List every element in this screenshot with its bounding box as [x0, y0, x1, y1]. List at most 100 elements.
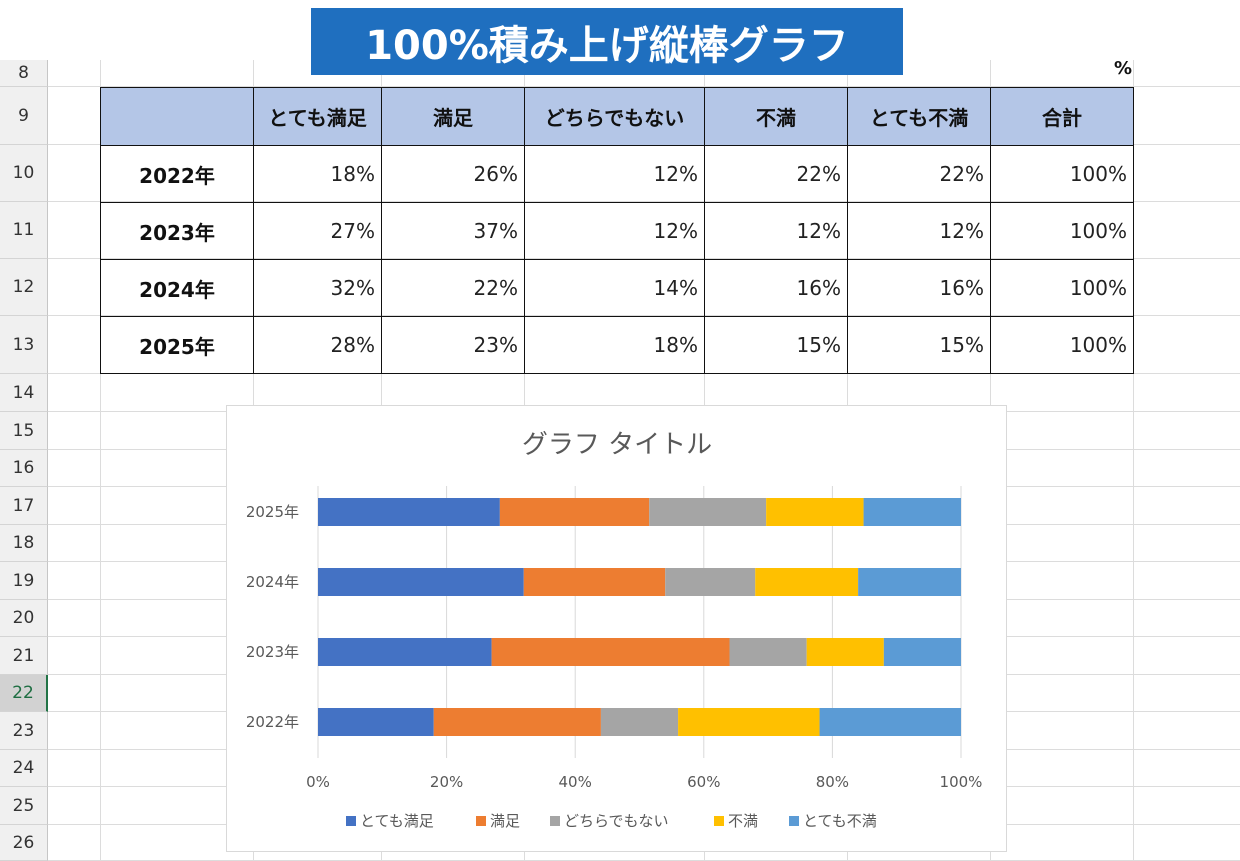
y-category-label: 2023年: [246, 643, 299, 661]
legend-swatch: [714, 816, 724, 826]
row-gridline: [48, 86, 1240, 87]
year-cell[interactable]: 2023年: [100, 202, 254, 260]
row-header-22[interactable]: 22: [0, 675, 48, 712]
year-cell[interactable]: 2025年: [100, 316, 254, 374]
row-header-14[interactable]: 14: [0, 374, 48, 412]
table-row: 2023年 27% 37% 12% 12% 12% 100%: [100, 202, 1134, 260]
row-header-26[interactable]: 26: [0, 825, 48, 861]
row-header-9[interactable]: 9: [0, 87, 48, 145]
header-cell-satisfied[interactable]: 満足: [381, 87, 525, 146]
value-cell[interactable]: 16%: [704, 259, 848, 317]
value-cell[interactable]: 27%: [253, 202, 382, 260]
data-table: とても満足 満足 どちらでもない 不満 とても不満 合計 2022年 18% 2…: [100, 87, 1134, 374]
row-header-19[interactable]: 19: [0, 562, 48, 600]
legend-label: 不満: [728, 812, 758, 830]
value-cell[interactable]: 18%: [524, 316, 705, 374]
row-header-16[interactable]: 16: [0, 450, 48, 487]
value-cell[interactable]: 12%: [524, 145, 705, 203]
value-cell[interactable]: 12%: [847, 202, 991, 260]
value-cell[interactable]: 23%: [381, 316, 525, 374]
chart-title: グラフ タイトル: [522, 430, 712, 460]
x-tick-label: 0%: [306, 773, 330, 791]
column-gridline: [100, 60, 101, 861]
row-gridline: [48, 373, 1240, 374]
chart-object[interactable]: グラフ タイトル 0% 20% 40% 60% 80% 100% 2022年 2023年 2024…: [226, 405, 1007, 852]
legend-label: とても満足: [360, 812, 434, 830]
unit-label[interactable]: %: [1113, 58, 1132, 79]
value-cell[interactable]: 32%: [253, 259, 382, 317]
value-cell[interactable]: 12%: [524, 202, 705, 260]
table-header-row: とても満足 満足 どちらでもない 不満 とても不満 合計: [100, 87, 1134, 146]
value-cell[interactable]: 22%: [381, 259, 525, 317]
legend-label: 満足: [490, 812, 520, 830]
row-header-25[interactable]: 25: [0, 787, 48, 825]
value-cell[interactable]: 22%: [847, 145, 991, 203]
row-header-17[interactable]: 17: [0, 487, 48, 525]
table-row: 2024年 32% 22% 14% 16% 16% 100%: [100, 259, 1134, 317]
total-cell[interactable]: 100%: [990, 259, 1134, 317]
row-header-10[interactable]: 10: [0, 145, 48, 202]
value-cell[interactable]: 14%: [524, 259, 705, 317]
year-cell[interactable]: 2024年: [100, 259, 254, 317]
value-cell[interactable]: 37%: [381, 202, 525, 260]
value-cell[interactable]: 28%: [253, 316, 382, 374]
header-cell-neutral[interactable]: どちらでもない: [524, 87, 705, 146]
legend-swatch: [550, 816, 560, 826]
x-tick-label: 60%: [687, 773, 720, 791]
bar-segment: [318, 708, 434, 736]
table-row: 2022年 18% 26% 12% 22% 22% 100%: [100, 145, 1134, 203]
bar-segment: [649, 498, 767, 526]
legend-swatch: [789, 816, 799, 826]
bar-segment: [883, 638, 961, 666]
y-category-label: 2022年: [246, 713, 299, 731]
x-tick-label: 100%: [940, 773, 983, 791]
header-cell-dissatisfied[interactable]: 不満: [704, 87, 848, 146]
value-cell[interactable]: 12%: [704, 202, 848, 260]
row-header-12[interactable]: 12: [0, 259, 48, 316]
value-cell[interactable]: 26%: [381, 145, 525, 203]
bar-segment: [318, 498, 500, 526]
row-header-13[interactable]: 13: [0, 316, 48, 374]
legend-label: どちらでもない: [564, 812, 669, 830]
value-cell[interactable]: 16%: [847, 259, 991, 317]
header-cell-very-satisfied[interactable]: とても満足: [253, 87, 382, 146]
total-cell[interactable]: 100%: [990, 316, 1134, 374]
bar-segment: [755, 568, 859, 596]
header-cell-very-dissatisfied[interactable]: とても不満: [847, 87, 991, 146]
bar-segment: [863, 498, 961, 526]
row-header-8[interactable]: 8: [0, 60, 48, 87]
total-cell[interactable]: 100%: [990, 202, 1134, 260]
page-banner: 100%積み上げ縦棒グラフ: [311, 8, 903, 75]
row-header-24[interactable]: 24: [0, 750, 48, 787]
row-header-23[interactable]: 23: [0, 712, 48, 750]
bar-segment: [499, 498, 650, 526]
column-gridline: [1133, 60, 1134, 861]
legend-label: とても不満: [803, 812, 877, 830]
header-cell-total[interactable]: 合計: [990, 87, 1134, 146]
bar-segment: [858, 568, 961, 596]
value-cell[interactable]: 18%: [253, 145, 382, 203]
row-header-21[interactable]: 21: [0, 637, 48, 675]
value-cell[interactable]: 15%: [847, 316, 991, 374]
bar-segment: [819, 708, 961, 736]
row-header-20[interactable]: 20: [0, 600, 48, 637]
legend-swatch: [346, 816, 356, 826]
row-header-18[interactable]: 18: [0, 525, 48, 562]
bar-segment: [806, 638, 884, 666]
y-category-label: 2024年: [246, 573, 299, 591]
year-cell[interactable]: 2022年: [100, 145, 254, 203]
total-cell[interactable]: 100%: [990, 145, 1134, 203]
header-cell-blank[interactable]: [100, 87, 254, 146]
value-cell[interactable]: 15%: [704, 316, 848, 374]
legend-swatch: [476, 816, 486, 826]
x-tick-label: 40%: [559, 773, 592, 791]
value-cell[interactable]: 22%: [704, 145, 848, 203]
bar-segment: [318, 568, 524, 596]
row-header-11[interactable]: 11: [0, 202, 48, 259]
bar-segment: [491, 638, 730, 666]
bar-segment: [523, 568, 666, 596]
row-header-15[interactable]: 15: [0, 412, 48, 450]
table-row: 2025年 28% 23% 18% 15% 15% 100%: [100, 316, 1134, 374]
stacked-bar-chart: グラフ タイトル 0% 20% 40% 60% 80% 100% 2022年 2023年 2024…: [246, 430, 983, 830]
bar-segment: [766, 498, 864, 526]
